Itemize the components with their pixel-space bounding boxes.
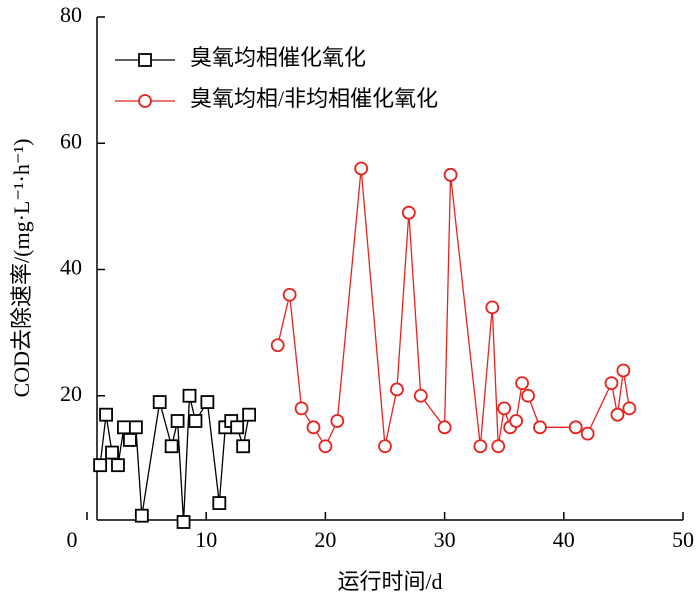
marker xyxy=(200,395,215,409)
marker xyxy=(437,420,452,435)
marker xyxy=(497,401,512,416)
marker xyxy=(443,167,458,182)
marker xyxy=(485,300,500,315)
marker xyxy=(580,426,595,441)
x-tick-label: 20 xyxy=(314,527,336,552)
marker xyxy=(294,401,309,416)
x-tick-label: 0 xyxy=(67,527,78,552)
y-axis-label: COD去除速率/(mg·L⁻¹·h⁻¹) xyxy=(9,139,34,398)
legend-label: 臭氧均相催化氧化 xyxy=(190,45,366,70)
marker xyxy=(134,508,149,523)
x-tick-label: 10 xyxy=(195,527,217,552)
marker xyxy=(152,395,167,409)
marker xyxy=(282,287,297,302)
marker xyxy=(242,407,257,422)
y-tick-label: 80 xyxy=(60,2,82,27)
marker xyxy=(188,414,203,428)
x-tick-label: 40 xyxy=(553,527,575,552)
marker xyxy=(390,382,404,397)
marker xyxy=(491,439,506,454)
marker xyxy=(111,458,125,473)
x-axis-label: 运行时间/d xyxy=(337,569,442,594)
marker xyxy=(99,407,113,422)
marker xyxy=(105,445,119,460)
marker xyxy=(568,420,583,435)
marker xyxy=(616,363,631,378)
marker xyxy=(378,439,392,454)
marker xyxy=(306,420,321,435)
y-tick-label: 60 xyxy=(60,128,82,153)
x-tick-label: 50 xyxy=(672,527,694,552)
legend-marker xyxy=(138,94,152,108)
marker xyxy=(330,414,345,428)
marker xyxy=(610,407,625,422)
marker xyxy=(236,439,251,454)
marker xyxy=(176,515,191,529)
marker xyxy=(270,338,285,353)
x-tick-label: 30 xyxy=(434,527,456,552)
y-tick-label: 40 xyxy=(60,255,82,280)
marker xyxy=(117,420,131,435)
marker xyxy=(164,439,179,454)
marker xyxy=(604,376,619,391)
series-line xyxy=(277,168,631,448)
marker xyxy=(318,439,333,454)
marker xyxy=(473,439,488,454)
marker xyxy=(509,414,524,428)
marker xyxy=(93,458,108,473)
marker xyxy=(123,433,137,447)
y-tick-label: 20 xyxy=(60,381,82,406)
marker xyxy=(515,376,529,391)
marker xyxy=(182,388,197,403)
marker xyxy=(212,496,227,510)
marker xyxy=(622,401,637,416)
marker xyxy=(533,420,547,435)
marker xyxy=(354,161,369,176)
legend-label: 臭氧均相/非均相催化氧化 xyxy=(190,86,438,111)
marker xyxy=(128,420,143,435)
marker xyxy=(413,388,428,403)
legend-marker xyxy=(138,53,152,67)
marker xyxy=(230,420,245,435)
marker xyxy=(170,414,185,428)
marker xyxy=(401,205,416,220)
marker xyxy=(521,388,535,403)
